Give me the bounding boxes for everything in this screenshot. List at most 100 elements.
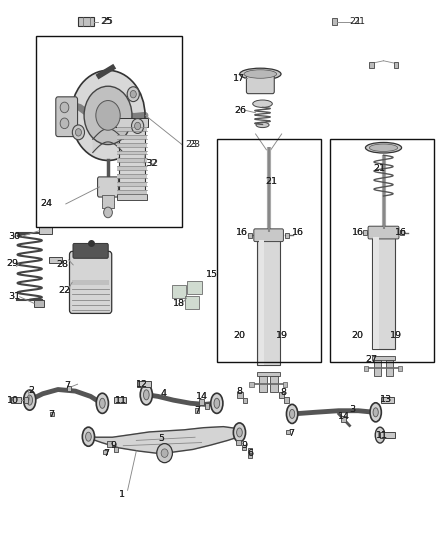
Ellipse shape xyxy=(144,390,149,400)
Bar xyxy=(117,174,147,179)
Text: 22: 22 xyxy=(58,286,70,295)
Text: 2: 2 xyxy=(28,386,34,395)
Text: 28: 28 xyxy=(57,261,69,269)
Text: 15: 15 xyxy=(206,270,218,279)
Circle shape xyxy=(134,122,141,130)
Ellipse shape xyxy=(237,428,242,437)
Circle shape xyxy=(72,125,85,140)
Circle shape xyxy=(104,207,113,217)
Bar xyxy=(284,398,289,403)
Bar xyxy=(117,127,147,131)
Bar xyxy=(259,376,267,392)
Bar xyxy=(248,454,252,458)
Text: 17: 17 xyxy=(233,74,245,83)
Text: 12: 12 xyxy=(136,379,148,389)
Text: 17: 17 xyxy=(233,74,245,83)
Bar xyxy=(381,432,395,438)
FancyBboxPatch shape xyxy=(254,229,283,241)
Bar xyxy=(283,382,287,387)
Bar xyxy=(257,372,280,376)
Text: 20: 20 xyxy=(233,331,245,340)
Text: 9: 9 xyxy=(110,441,116,450)
Text: 27: 27 xyxy=(365,355,377,364)
Bar xyxy=(205,403,209,409)
Text: 11: 11 xyxy=(376,431,388,440)
Bar xyxy=(363,230,367,235)
Text: 12: 12 xyxy=(136,379,148,389)
Text: 8: 8 xyxy=(280,387,286,397)
Text: 5: 5 xyxy=(158,434,164,443)
Ellipse shape xyxy=(253,100,272,108)
Bar xyxy=(258,240,264,365)
Text: 13: 13 xyxy=(380,394,392,403)
Text: 9: 9 xyxy=(242,441,247,450)
Ellipse shape xyxy=(286,405,298,423)
Ellipse shape xyxy=(233,423,246,442)
Text: 6: 6 xyxy=(247,449,253,458)
Text: 16: 16 xyxy=(292,228,304,237)
Bar xyxy=(400,230,404,235)
Circle shape xyxy=(60,102,69,113)
Text: 6: 6 xyxy=(247,449,253,458)
Text: 21: 21 xyxy=(265,177,277,186)
Ellipse shape xyxy=(211,393,223,414)
Text: 7: 7 xyxy=(288,429,294,438)
Bar xyxy=(286,430,290,434)
Text: 16: 16 xyxy=(352,228,364,237)
Bar xyxy=(116,118,148,127)
FancyBboxPatch shape xyxy=(73,244,108,259)
Circle shape xyxy=(157,443,173,463)
Text: 31: 31 xyxy=(8,292,21,301)
Bar xyxy=(11,397,21,403)
Circle shape xyxy=(75,128,81,136)
Bar xyxy=(24,398,28,403)
Bar xyxy=(117,190,147,194)
Bar xyxy=(248,448,252,453)
Text: 30: 30 xyxy=(8,232,21,241)
Bar xyxy=(72,280,109,285)
Circle shape xyxy=(161,449,168,457)
Bar xyxy=(374,360,381,376)
Text: 14: 14 xyxy=(196,392,208,401)
Text: 3: 3 xyxy=(350,405,356,414)
Text: 16: 16 xyxy=(236,228,247,237)
Bar xyxy=(371,356,396,360)
Text: 23: 23 xyxy=(185,140,197,149)
Bar xyxy=(117,135,147,139)
Bar xyxy=(373,237,379,349)
Bar xyxy=(371,237,396,349)
Ellipse shape xyxy=(375,427,385,443)
Bar xyxy=(114,397,126,403)
Bar xyxy=(119,125,145,196)
Circle shape xyxy=(60,118,69,128)
Bar xyxy=(330,139,434,362)
Text: 5: 5 xyxy=(158,434,164,443)
Circle shape xyxy=(131,118,144,133)
Text: 4: 4 xyxy=(160,389,166,398)
Text: 9: 9 xyxy=(110,441,116,450)
Polygon shape xyxy=(86,426,241,453)
Text: 19: 19 xyxy=(390,331,402,340)
Ellipse shape xyxy=(82,427,95,446)
Text: 16: 16 xyxy=(395,228,407,237)
Text: 21: 21 xyxy=(265,177,277,186)
Text: 1: 1 xyxy=(119,490,125,499)
Text: 18: 18 xyxy=(173,299,185,308)
FancyBboxPatch shape xyxy=(98,177,118,197)
Text: 28: 28 xyxy=(57,261,69,269)
Text: 20: 20 xyxy=(351,331,363,340)
Text: 10: 10 xyxy=(7,395,18,405)
Circle shape xyxy=(84,86,132,144)
Ellipse shape xyxy=(99,398,105,408)
Text: 26: 26 xyxy=(234,106,246,115)
Text: 4: 4 xyxy=(160,389,166,398)
Text: 7: 7 xyxy=(194,406,200,415)
Bar xyxy=(398,366,403,371)
Text: 14: 14 xyxy=(338,411,350,421)
Text: 18: 18 xyxy=(173,299,185,308)
Bar xyxy=(332,18,337,25)
Bar xyxy=(67,386,71,391)
Circle shape xyxy=(71,70,145,160)
Bar xyxy=(341,416,346,422)
Text: 7: 7 xyxy=(103,449,109,458)
